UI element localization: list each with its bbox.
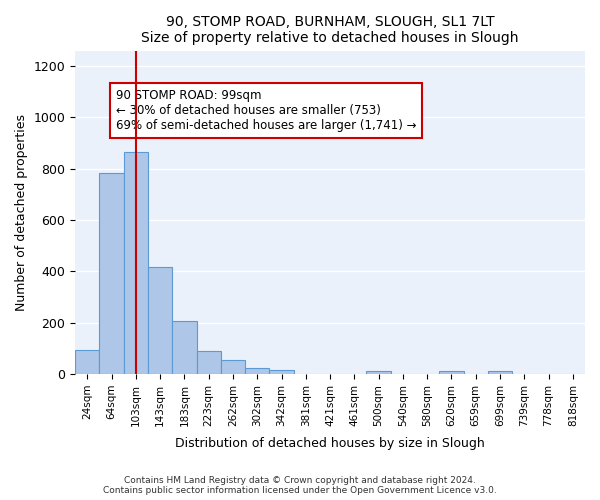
Title: 90, STOMP ROAD, BURNHAM, SLOUGH, SL1 7LT
Size of property relative to detached h: 90, STOMP ROAD, BURNHAM, SLOUGH, SL1 7LT… — [142, 15, 519, 45]
Bar — [197, 351, 221, 374]
Bar — [148, 268, 172, 374]
Bar — [269, 370, 293, 374]
Bar — [100, 173, 124, 374]
Bar — [75, 350, 100, 374]
Bar — [172, 322, 197, 374]
Text: Contains HM Land Registry data © Crown copyright and database right 2024.
Contai: Contains HM Land Registry data © Crown c… — [103, 476, 497, 495]
Text: 90 STOMP ROAD: 99sqm
← 30% of detached houses are smaller (753)
69% of semi-deta: 90 STOMP ROAD: 99sqm ← 30% of detached h… — [116, 90, 416, 132]
Bar — [221, 360, 245, 374]
Bar — [488, 370, 512, 374]
Bar — [367, 370, 391, 374]
Bar — [124, 152, 148, 374]
Y-axis label: Number of detached properties: Number of detached properties — [15, 114, 28, 311]
Bar — [245, 368, 269, 374]
X-axis label: Distribution of detached houses by size in Slough: Distribution of detached houses by size … — [175, 437, 485, 450]
Bar — [439, 370, 464, 374]
